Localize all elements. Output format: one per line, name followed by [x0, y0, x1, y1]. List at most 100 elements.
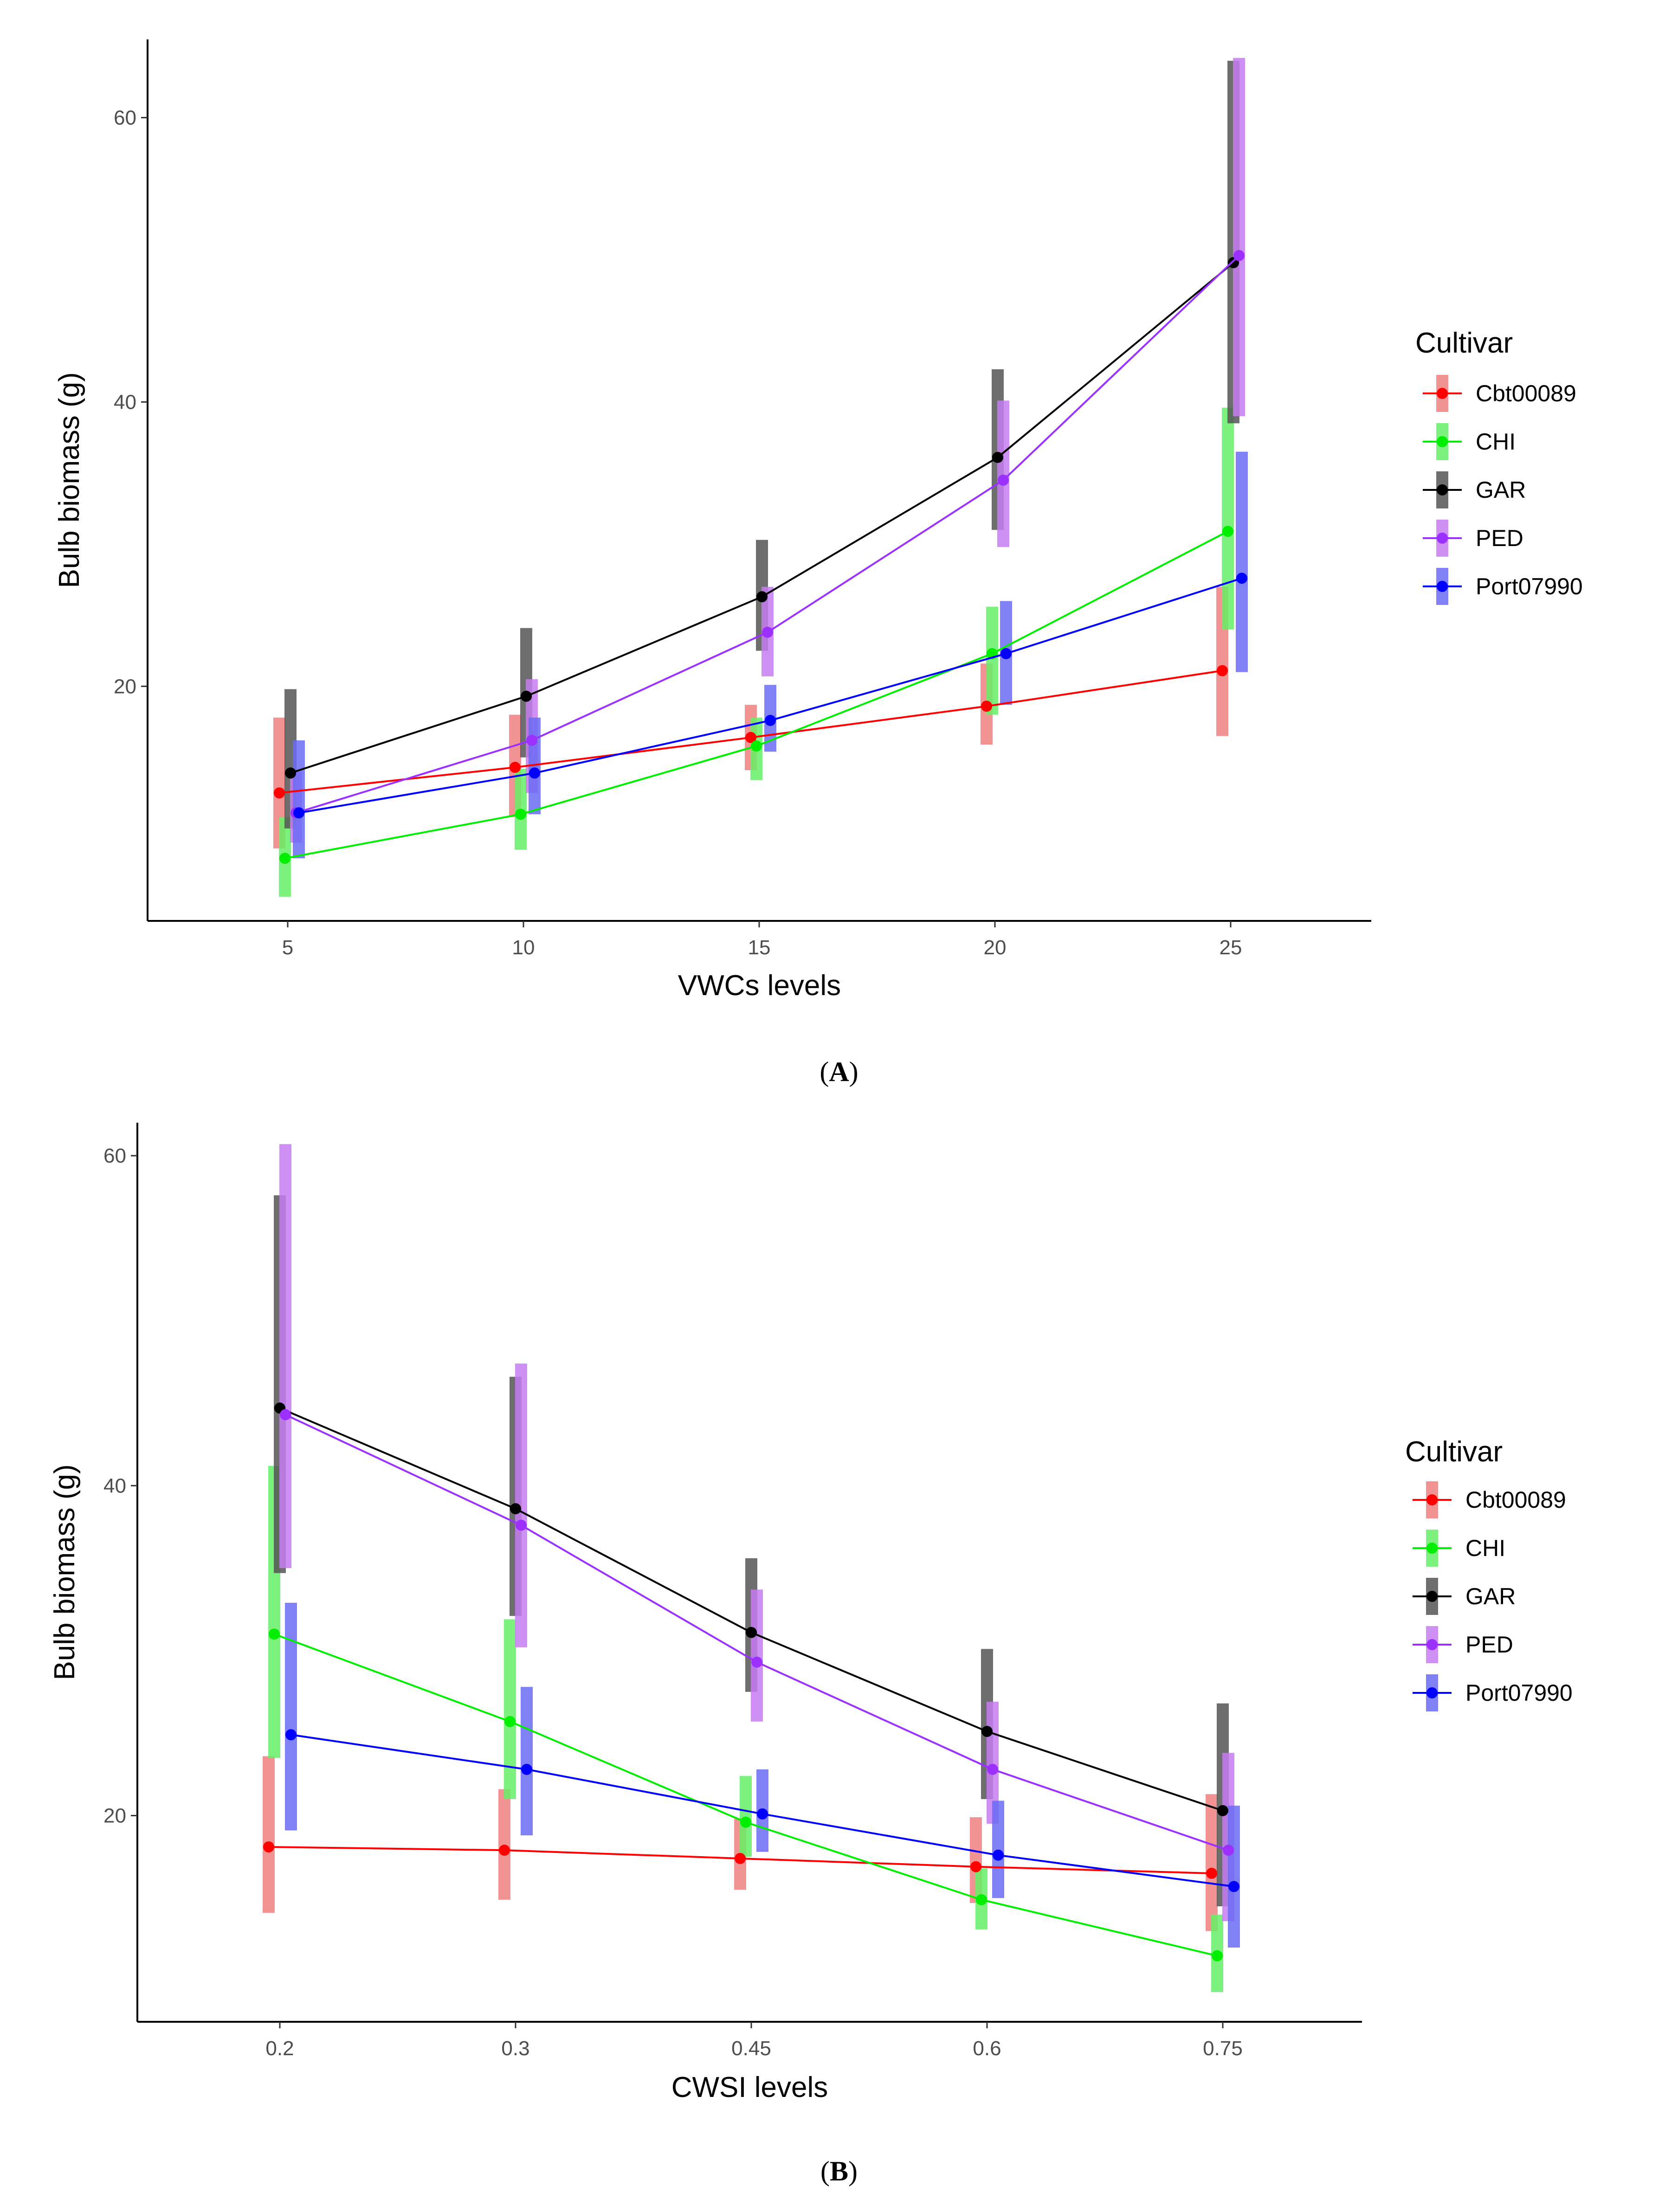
data-point-port07990	[1236, 572, 1247, 584]
data-point-chi	[1222, 526, 1233, 537]
error-bar-ped	[279, 1144, 291, 1569]
data-point-gar	[756, 591, 768, 603]
caption-close-paren: )	[849, 1056, 858, 1087]
data-point-port07990	[1000, 648, 1012, 659]
data-point-port07990	[521, 1763, 532, 1775]
data-point-port07990	[993, 1849, 1004, 1861]
error-bar-ped	[997, 400, 1009, 547]
error-bar-port07990	[293, 740, 305, 859]
panel-caption: (A)	[820, 1056, 858, 1087]
y-tick-label: 40	[114, 391, 136, 413]
error-bar-chi	[986, 606, 998, 715]
data-point-chi	[515, 809, 526, 820]
error-bar-cbt00089	[498, 1789, 510, 1900]
x-tick-label: 20	[984, 936, 1007, 959]
data-point-ped	[1223, 1845, 1234, 1856]
data-point-cbt00089	[1206, 1867, 1217, 1879]
error-bar-port07990	[1228, 1806, 1240, 1948]
legend-label-gar: GAR	[1465, 1583, 1516, 1609]
error-bar-port07990	[521, 1687, 533, 1836]
x-tick-label: 0.6	[973, 2037, 1001, 2060]
data-point-port07990	[285, 1729, 297, 1741]
error-bar-port07990	[285, 1602, 297, 1831]
data-point-chi	[1212, 1950, 1223, 1961]
x-tick-label: 25	[1220, 936, 1242, 959]
y-tick-label: 40	[103, 1474, 126, 1497]
data-point-port07990	[1228, 1881, 1239, 1892]
legend-key-point	[1426, 1687, 1438, 1698]
caption-open-paren: (	[820, 2156, 830, 2186]
data-point-chi	[751, 740, 762, 752]
data-point-chi	[279, 853, 290, 864]
y-tick-label: 60	[114, 107, 136, 129]
data-point-ped	[998, 475, 1009, 486]
caption-letter: A	[829, 1056, 849, 1087]
y-axis-title: Bulb biomass (g)	[53, 372, 85, 588]
data-point-chi	[976, 1894, 987, 1905]
legend-label-cbt00089: Cbt00089	[1476, 380, 1576, 406]
caption-open-paren: (	[820, 1056, 829, 1087]
legend-key-point	[1426, 1639, 1438, 1650]
legend-key-point	[1437, 388, 1448, 399]
error-bar-port07990	[992, 1800, 1004, 1898]
caption-close-paren: )	[848, 2156, 858, 2186]
data-point-chi	[504, 1716, 516, 1727]
error-bar-ped	[751, 1589, 763, 1722]
legend-key-point	[1426, 1494, 1438, 1505]
data-point-gar	[285, 767, 296, 779]
legend-title: Cultivar	[1405, 1436, 1503, 1468]
panel-caption: (B)	[820, 2156, 858, 2186]
legend-label-chi: CHI	[1476, 429, 1516, 455]
data-point-cbt00089	[970, 1861, 981, 1872]
legend-title: Cultivar	[1415, 327, 1513, 359]
data-point-port07990	[765, 714, 776, 726]
panel-a: 20 40 60 5 10 15 20 25 VWCs levels Bulb biomass (…	[53, 39, 1583, 1087]
legend-label-ped: PED	[1465, 1632, 1513, 1658]
error-bar-cbt00089	[263, 1756, 275, 1913]
error-bar-cbt00089	[1206, 1794, 1218, 1931]
data-point-cbt00089	[1217, 665, 1228, 676]
legend-key-point	[1437, 581, 1448, 592]
x-tick-label: 5	[282, 936, 293, 959]
legend-key-point	[1437, 533, 1448, 544]
data-point-gar	[992, 451, 1003, 463]
y-axis-title: Bulb biomass (g)	[49, 1464, 81, 1680]
legend-key-point	[1426, 1591, 1438, 1602]
y-tick-label: 20	[103, 1805, 126, 1827]
panel-b: 20 40 60 0.2 0.3 0.45 0.6 0.75 CWSI levels Bulb b…	[49, 1123, 1573, 2186]
data-point-ped	[987, 1763, 998, 1775]
data-point-gar	[981, 1726, 993, 1737]
data-point-cbt00089	[745, 732, 756, 743]
legend-label-ped: PED	[1476, 525, 1523, 551]
x-tick-label: 10	[512, 936, 535, 959]
x-tick-label: 0.2	[265, 2037, 294, 2060]
data-point-gar	[746, 1627, 757, 1638]
data-point-cbt00089	[263, 1841, 274, 1853]
error-bar-ped	[1233, 58, 1245, 417]
y-tick-label: 60	[103, 1145, 126, 1167]
data-point-ped	[762, 626, 773, 638]
data-point-port07990	[293, 807, 304, 819]
data-point-gar	[1217, 1805, 1228, 1816]
caption-letter: B	[830, 2156, 848, 2186]
data-point-cbt00089	[981, 701, 992, 712]
x-tick-label: 0.75	[1203, 2037, 1243, 2060]
legend-label-port07990: Port07990	[1476, 573, 1583, 599]
data-point-ped	[1233, 250, 1245, 261]
data-point-port07990	[757, 1808, 768, 1820]
data-point-ped	[526, 734, 537, 746]
legend-label-port07990: Port07990	[1465, 1680, 1573, 1706]
legend-label-chi: CHI	[1465, 1535, 1505, 1561]
data-point-ped	[516, 1519, 527, 1531]
data-point-cbt00089	[735, 1852, 746, 1864]
data-point-gar	[510, 1503, 521, 1515]
y-tick-label: 20	[114, 675, 136, 698]
data-point-port07990	[529, 767, 540, 779]
error-bar-chi	[740, 1776, 752, 1857]
error-bar-chi	[504, 1619, 516, 1799]
legend-key-point	[1426, 1543, 1438, 1554]
data-point-cbt00089	[499, 1845, 510, 1856]
data-point-chi	[269, 1628, 280, 1640]
legend-key-point	[1437, 436, 1448, 447]
